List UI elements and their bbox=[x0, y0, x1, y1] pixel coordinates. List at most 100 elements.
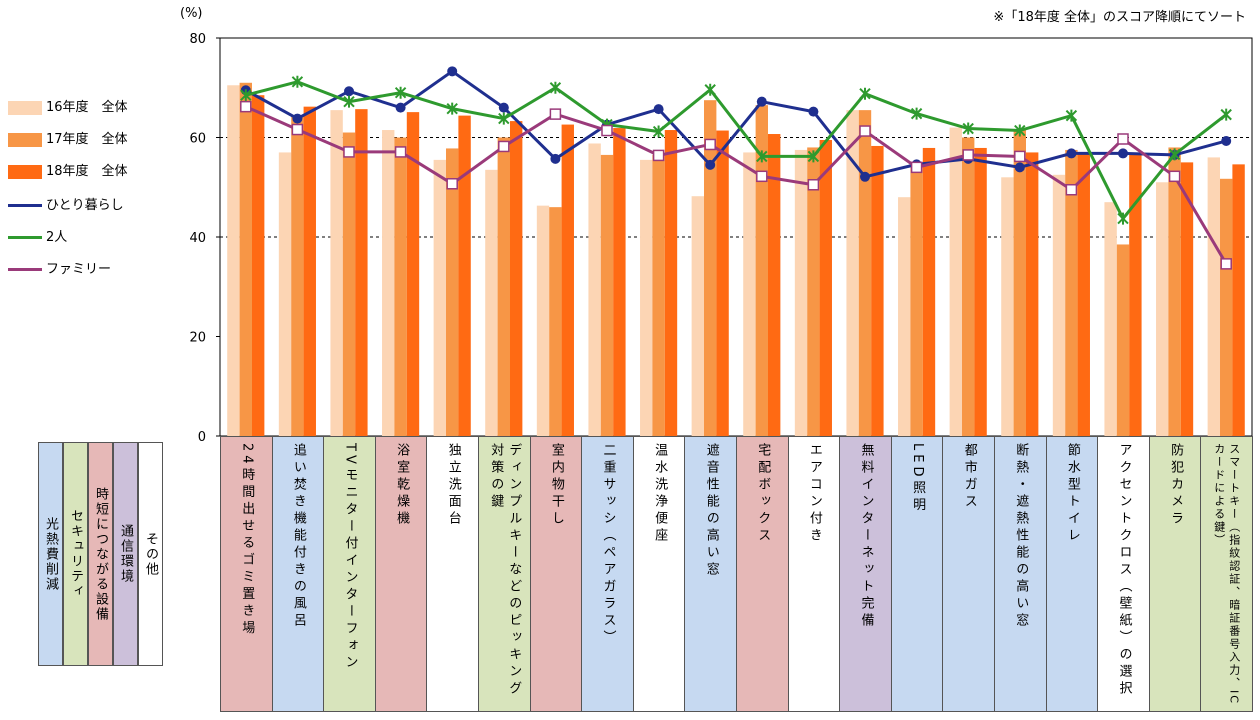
category-cell: 遮音性能の高い窓 bbox=[684, 436, 737, 712]
point-2人-13 bbox=[910, 107, 923, 120]
x-tick-label: 節水型トイレ bbox=[1064, 443, 1080, 545]
x-tick-label: 宅配ボックス bbox=[755, 443, 771, 545]
point-ファミリー-7 bbox=[601, 124, 613, 137]
point-ひとり暮らし-6 bbox=[550, 153, 561, 164]
line-ひとり暮らし bbox=[245, 69, 1227, 179]
x-tick-label: 防犯カメラ bbox=[1168, 443, 1184, 528]
bar-16年度全体-0 bbox=[227, 85, 240, 436]
x-tick-label: 二重サッシ（ペアガラス） bbox=[600, 443, 616, 647]
point-ひとり暮らし-11 bbox=[808, 106, 819, 117]
legend-label: 18年度 全体 bbox=[46, 164, 128, 179]
point-ファミリー-9 bbox=[704, 138, 716, 151]
x-tick-label: エアコン付き bbox=[806, 443, 822, 545]
point-ひとり暮らし-8 bbox=[653, 104, 664, 115]
point-2人-10 bbox=[756, 150, 768, 163]
point-2人-5 bbox=[498, 112, 510, 125]
bar-17年度全体-11 bbox=[807, 147, 820, 436]
bar-17年度全体-16 bbox=[1065, 149, 1078, 436]
bar-18年度全体-10 bbox=[767, 134, 781, 436]
point-ひとり暮らし-9 bbox=[705, 159, 716, 170]
point-ひとり暮らし-3 bbox=[395, 102, 406, 113]
bar-17年度全体-4 bbox=[446, 148, 459, 436]
y-tick-label: 60 bbox=[189, 132, 206, 147]
y-tick-label: 40 bbox=[189, 231, 206, 246]
category-legend-box: その他 bbox=[138, 442, 163, 666]
bar-17年度全体-19 bbox=[1220, 178, 1233, 437]
legend-item: ひとり暮らし bbox=[8, 196, 124, 216]
bar-18年度全体-17 bbox=[1129, 154, 1142, 436]
x-tick-label: アクセントクロス（壁紙）の選択 bbox=[1116, 443, 1132, 698]
point-ひとり暮らし-5 bbox=[498, 102, 509, 113]
x-tick-label: 24時間出せるゴミ置き場 bbox=[239, 443, 255, 638]
point-ファミリー-13 bbox=[910, 161, 923, 174]
bar-17年度全体-0 bbox=[239, 82, 252, 437]
point-ファミリー-18 bbox=[1168, 170, 1181, 183]
point-2人-3 bbox=[394, 86, 407, 99]
bar-16年度全体-19 bbox=[1207, 157, 1221, 436]
bar-16年度全体-14 bbox=[949, 127, 963, 437]
point-ファミリー-2 bbox=[343, 146, 355, 158]
category-cell: 追い焚き機能付きの風呂 bbox=[271, 436, 325, 712]
point-2人-0 bbox=[240, 89, 252, 102]
bar-17年度全体-5 bbox=[497, 137, 510, 436]
category-legend-label: 時短につながる設備 bbox=[93, 486, 108, 622]
bar-16年度全体-16 bbox=[1052, 174, 1066, 436]
category-legend-box: 時短につながる設備 bbox=[88, 442, 113, 666]
legend-swatch bbox=[8, 164, 42, 179]
bar-17年度全体-15 bbox=[1013, 130, 1026, 436]
point-2人-9 bbox=[704, 83, 716, 96]
point-2人-18 bbox=[1168, 148, 1181, 161]
bar-18年度全体-1 bbox=[303, 106, 316, 436]
category-cell: 節水型トイレ bbox=[1045, 436, 1099, 712]
category-cell: 温水洗浄便座 bbox=[632, 436, 686, 712]
category-cell: エアコン付き bbox=[787, 436, 841, 712]
point-ファミリー-15 bbox=[1014, 150, 1026, 163]
y-tick-label: 80 bbox=[189, 32, 206, 47]
category-cell: 24時間出せるゴミ置き場 bbox=[220, 436, 273, 712]
legend-swatch bbox=[8, 204, 42, 207]
bar-17年度全体-2 bbox=[342, 132, 356, 436]
bar-16年度全体-5 bbox=[485, 169, 498, 436]
point-ファミリー-8 bbox=[652, 149, 665, 162]
point-2人-1 bbox=[291, 75, 304, 88]
y-tick-label: 20 bbox=[189, 331, 206, 346]
sort-note: ※「18年度 全体」のスコア降順にてソート bbox=[993, 10, 1246, 25]
category-legend-box: 通信環境 bbox=[113, 442, 138, 666]
x-tick-label: 無料インターネット完備 bbox=[858, 443, 874, 630]
point-ひとり暮らし-4 bbox=[447, 66, 458, 77]
bar-16年度全体-15 bbox=[1001, 177, 1014, 437]
category-cell: LED照明 bbox=[890, 436, 944, 712]
bar-18年度全体-7 bbox=[613, 128, 626, 437]
point-2人-8 bbox=[652, 125, 665, 138]
category-legend-label: セキュリティ bbox=[68, 509, 83, 599]
legend-swatch bbox=[8, 100, 42, 115]
bar-18年度全体-9 bbox=[716, 130, 729, 436]
x-tick-label: ディンプルキーなどのピッキング対策の鍵 bbox=[488, 443, 522, 698]
bar-17年度全体-1 bbox=[291, 115, 304, 437]
bar-16年度全体-13 bbox=[898, 197, 911, 436]
point-ひとり暮らし-12 bbox=[860, 171, 870, 182]
x-tick-label: 遮音性能の高い窓 bbox=[703, 443, 719, 579]
point-2人-17 bbox=[1117, 212, 1129, 225]
point-2人-6 bbox=[549, 81, 562, 94]
category-cell: 防犯カメラ bbox=[1148, 436, 1202, 712]
point-ファミリー-17 bbox=[1117, 133, 1129, 145]
category-cell: ディンプルキーなどのピッキング対策の鍵 bbox=[478, 436, 531, 712]
x-tick-label: 追い焚き機能付きの風呂 bbox=[290, 443, 306, 630]
point-ファミリー-6 bbox=[549, 108, 562, 120]
bar-16年度全体-6 bbox=[536, 205, 550, 436]
x-tick-label: 断熱・遮熱性能の高い窓 bbox=[1013, 443, 1029, 630]
category-label-row: 24時間出せるゴミ置き場 追い焚き機能付きの風呂 TVモニター付インターフォン 浴室乾… bbox=[220, 436, 1253, 712]
bar-18年度全体-2 bbox=[355, 109, 368, 436]
category-cell: 浴室乾燥機 bbox=[374, 436, 428, 712]
category-cell: アクセントクロス（壁紙）の選択 bbox=[1097, 436, 1150, 712]
bar-17年度全体-14 bbox=[962, 137, 975, 436]
bar-18年度全体-15 bbox=[1025, 152, 1039, 437]
category-cell: 独立洗面台 bbox=[426, 436, 479, 712]
point-ファミリー-0 bbox=[240, 100, 252, 113]
point-2人-15 bbox=[1014, 124, 1026, 137]
y-axis-unit: (%) bbox=[180, 6, 203, 21]
x-tick-label: 独立洗面台 bbox=[445, 443, 461, 528]
bar-17年度全体-18 bbox=[1168, 147, 1181, 436]
